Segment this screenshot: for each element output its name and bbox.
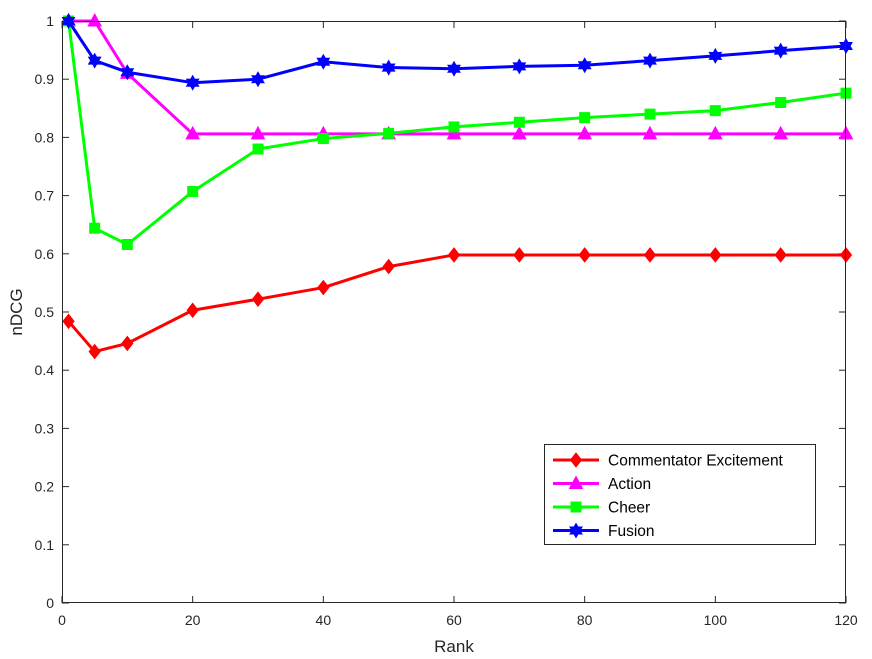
series-commentator-excitement	[62, 247, 853, 360]
data-point-cheer	[448, 121, 460, 133]
y-tick-label: 0.5	[35, 304, 55, 320]
series-layer	[61, 12, 854, 360]
data-point-action	[642, 125, 658, 140]
series-line-commentator-excitement	[67, 253, 846, 354]
x-tick-label: 80	[577, 612, 593, 628]
legend: Commentator Excitement Action Cheer Fusion	[544, 444, 816, 545]
data-point-cheer	[775, 96, 787, 108]
legend-swatch-marker	[570, 501, 582, 513]
y-tick-label: 0.3	[35, 420, 55, 436]
y-tick-label: 0	[46, 595, 54, 611]
series-line-fusion	[67, 20, 847, 85]
series-fusion	[61, 12, 853, 91]
legend-entry-action: Action	[553, 475, 651, 493]
data-point-cheer	[317, 133, 329, 145]
y-axis-label: nDCG	[7, 288, 26, 335]
axes: 0 20 40 60 80 100 120 0 0.1 0.2 0.3 0.4 0.5 0.6 0.7 0.8…	[35, 13, 858, 628]
legend-label: Action	[608, 476, 651, 493]
data-point-commentator-excitement	[88, 343, 101, 360]
data-point-cheer	[709, 105, 721, 117]
data-point-commentator-excitement	[709, 247, 722, 263]
data-point-action	[185, 125, 201, 140]
data-point-cheer	[121, 238, 133, 250]
data-point-commentator-excitement	[382, 258, 395, 275]
legend-swatch-marker	[569, 452, 583, 468]
data-point-fusion	[512, 58, 527, 75]
data-point-fusion	[120, 64, 135, 81]
data-point-action	[511, 125, 527, 140]
data-point-commentator-excitement	[317, 279, 330, 296]
y-tick-label: 0.4	[35, 362, 55, 378]
data-point-commentator-excitement	[513, 247, 526, 263]
x-tick-label: 0	[58, 612, 66, 628]
y-tick-label: 0.6	[35, 246, 55, 262]
data-point-action	[577, 125, 593, 140]
data-point-cheer	[513, 116, 525, 128]
legend-label: Cheer	[608, 500, 650, 517]
data-point-fusion	[577, 57, 592, 74]
data-point-cheer	[89, 222, 101, 234]
data-point-fusion	[251, 71, 265, 88]
data-point-fusion	[316, 53, 331, 70]
data-point-commentator-excitement	[774, 247, 787, 263]
x-tick-label: 100	[704, 612, 728, 628]
data-point-fusion	[708, 47, 723, 64]
data-point-action	[250, 125, 266, 140]
data-point-action	[446, 125, 462, 140]
data-point-commentator-excitement	[121, 335, 134, 352]
x-tick-label: 20	[185, 612, 201, 628]
plot-frame	[62, 21, 846, 603]
x-tick-label: 60	[446, 612, 462, 628]
data-point-fusion	[87, 52, 102, 69]
series-line-action	[68, 19, 846, 136]
data-point-fusion	[185, 74, 200, 91]
data-point-cheer	[187, 186, 199, 198]
data-point-commentator-excitement	[186, 302, 199, 319]
data-point-commentator-excitement	[62, 313, 75, 330]
data-point-commentator-excitement	[578, 247, 591, 263]
y-tick-label: 0.8	[35, 129, 55, 145]
data-point-fusion	[643, 52, 657, 69]
x-tick-label: 120	[834, 612, 858, 628]
y-tick-label: 0.7	[35, 188, 55, 204]
legend-entry-fusion: Fusion	[553, 522, 655, 540]
data-point-fusion	[381, 59, 396, 76]
legend-label: Fusion	[608, 523, 655, 540]
data-point-action	[773, 125, 789, 140]
data-point-commentator-excitement	[447, 247, 461, 263]
legend-entry-commentator-excitement: Commentator Excitement	[553, 452, 784, 470]
legend-label: Commentator Excitement	[608, 453, 784, 470]
legend-entry-cheer: Cheer	[553, 500, 650, 517]
x-axis-label: Rank	[434, 637, 474, 656]
data-point-cheer	[579, 112, 591, 124]
data-point-action	[87, 12, 103, 27]
series-line-cheer	[67, 20, 847, 246]
data-point-commentator-excitement	[251, 291, 265, 308]
data-point-fusion	[447, 60, 461, 77]
legend-swatch-marker	[569, 522, 583, 539]
legend-swatch-marker	[568, 475, 584, 489]
data-point-commentator-excitement	[643, 247, 657, 263]
y-tick-label: 0.9	[35, 71, 55, 87]
data-point-cheer	[644, 108, 656, 120]
data-point-fusion	[773, 42, 788, 59]
data-point-action	[707, 125, 723, 140]
y-tick-label: 0.2	[35, 479, 55, 495]
y-tick-label: 1	[46, 13, 54, 29]
data-point-cheer	[383, 127, 395, 139]
y-tick-label: 0.1	[35, 537, 55, 553]
x-tick-label: 40	[316, 612, 332, 628]
data-point-cheer	[252, 143, 264, 155]
